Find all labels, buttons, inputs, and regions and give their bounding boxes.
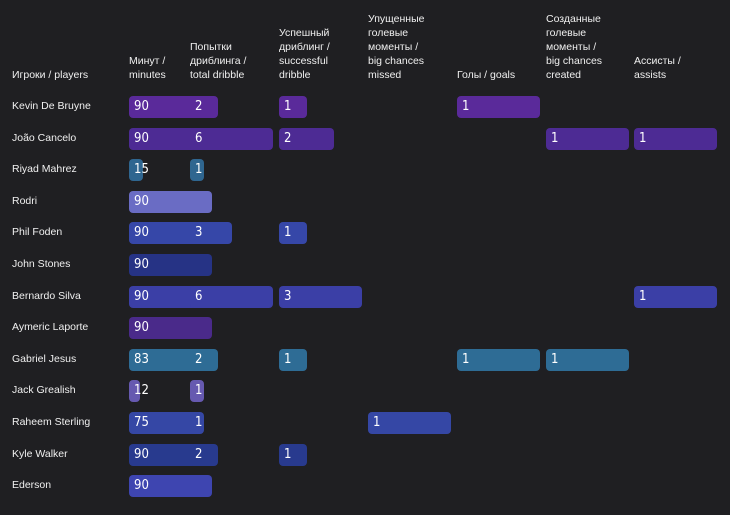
bar-dribble-attempts <box>190 443 218 466</box>
value-label-assists: 1 <box>639 130 647 146</box>
bar-minutes <box>129 412 198 434</box>
value-label-dribble-attempts: 2 <box>195 351 203 367</box>
player-name: Riyad Mahrez <box>12 163 77 176</box>
bar-minutes <box>129 254 212 276</box>
bar-minutes <box>129 475 212 498</box>
value-label-minutes: 12 <box>134 383 149 399</box>
value-label-successful-dribble: 2 <box>284 130 292 146</box>
column-header-dribble-attempts: Попытки дриблинга / total dribble <box>190 41 247 81</box>
bar-successful-dribble <box>279 285 362 308</box>
value-label-minutes: 90 <box>134 193 149 209</box>
bar-assists <box>634 285 717 308</box>
value-label-dribble-attempts: 1 <box>195 415 203 430</box>
column-header-successful-dribble: Успешный дриблинг / successful dribble <box>279 27 330 81</box>
bar-dribble-attempts <box>190 285 273 308</box>
bar-big-chances-created <box>546 127 629 150</box>
value-label-dribble-attempts: 3 <box>195 225 203 241</box>
bar-successful-dribble <box>279 222 307 245</box>
value-label-goals: 1 <box>462 99 470 114</box>
bar-big-chances-created <box>546 348 629 371</box>
bar-dribble-attempts <box>190 380 204 403</box>
value-label-minutes: 90 <box>134 478 149 494</box>
bar-successful-dribble <box>279 348 307 371</box>
player-name: Phil Foden <box>12 226 63 239</box>
player-name: Kyle Walker <box>12 447 68 460</box>
column-header-player: Игроки / players <box>12 69 89 81</box>
bar-minutes <box>129 190 212 213</box>
bar-successful-dribble <box>279 127 334 150</box>
player-name: João Cancelo <box>12 131 77 144</box>
value-label-successful-dribble: 1 <box>284 225 292 241</box>
value-label-dribble-attempts: 1 <box>195 162 203 178</box>
value-label-minutes: 75 <box>134 415 149 430</box>
value-label-big-chances-missed: 1 <box>373 415 381 430</box>
value-label-minutes: 90 <box>134 225 149 241</box>
bar-dribble-attempts <box>190 412 204 434</box>
value-label-big-chances-created: 1 <box>551 130 559 146</box>
bar-assists <box>634 127 717 150</box>
bar-successful-dribble <box>279 443 307 466</box>
value-label-minutes: 90 <box>134 99 149 114</box>
value-label-big-chances-created: 1 <box>551 351 559 367</box>
player-name: Kevin De Bruyne <box>12 100 91 112</box>
player-name: Jack Grealish <box>12 384 76 397</box>
value-label-dribble-attempts: 1 <box>195 383 203 399</box>
value-label-dribble-attempts: 2 <box>195 446 203 462</box>
bar-goals <box>457 96 540 118</box>
value-label-minutes: 90 <box>134 288 149 304</box>
value-label-dribble-attempts: 6 <box>195 130 203 146</box>
value-label-assists: 1 <box>639 288 647 304</box>
value-label-minutes: 15 <box>134 162 149 178</box>
player-name: Rodri <box>12 194 38 207</box>
value-label-minutes: 90 <box>134 320 149 336</box>
player-name: Ederson <box>12 479 52 492</box>
column-header-big-chances-missed: Упущенные голевые моменты / big chances … <box>368 13 425 81</box>
bar-minutes <box>129 317 212 340</box>
bar-dribble-attempts <box>190 348 218 371</box>
value-label-minutes: 90 <box>134 446 149 462</box>
bar-dribble-attempts <box>190 127 273 150</box>
value-label-dribble-attempts: 2 <box>195 99 203 114</box>
value-label-successful-dribble: 1 <box>284 446 292 462</box>
player-name: John Stones <box>12 258 71 270</box>
value-label-successful-dribble: 1 <box>284 99 292 114</box>
bar-dribble-attempts <box>190 222 232 245</box>
bar-minutes <box>129 159 143 182</box>
bar-goals <box>457 348 540 371</box>
player-name: Raheem Sterling <box>12 416 91 428</box>
player-name: Gabriel Jesus <box>12 352 77 365</box>
bar-successful-dribble <box>279 96 307 118</box>
value-label-goals: 1 <box>462 351 470 367</box>
value-label-successful-dribble: 3 <box>284 288 292 304</box>
column-header-big-chances-created: Созданные голевые моменты / big chances … <box>546 13 603 81</box>
value-label-successful-dribble: 1 <box>284 351 292 367</box>
column-header-goals: Голы / goals <box>457 69 516 81</box>
bar-minutes <box>129 380 140 403</box>
value-label-minutes: 90 <box>134 130 149 146</box>
value-label-minutes: 83 <box>134 351 149 367</box>
player-name: Aymeric Laporte <box>12 321 89 334</box>
bar-dribble-attempts <box>190 96 218 118</box>
bar-dribble-attempts <box>190 159 204 182</box>
column-header-minutes: Минут / minutes <box>129 55 166 81</box>
value-label-dribble-attempts: 6 <box>195 288 203 304</box>
column-header-assists: Ассисты / assists <box>634 55 681 81</box>
player-name: Bernardo Silva <box>12 289 81 302</box>
value-label-minutes: 90 <box>134 257 149 272</box>
bar-minutes <box>129 348 206 371</box>
bar-big-chances-missed <box>368 412 451 434</box>
